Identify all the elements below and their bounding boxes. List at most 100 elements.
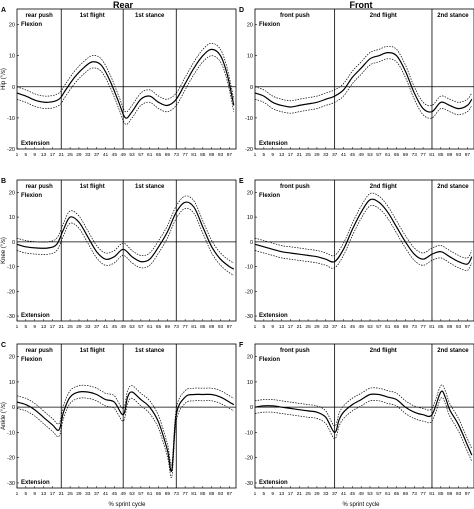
series-mean-line bbox=[254, 390, 473, 456]
x-tick-label: 49 bbox=[121, 491, 127, 497]
x-tick-label: 53 bbox=[367, 491, 373, 497]
y-tick-label: 10 bbox=[9, 380, 15, 386]
x-tick-label: 85 bbox=[200, 491, 206, 497]
plot-frame bbox=[254, 179, 474, 322]
x-tick-label: 37 bbox=[332, 324, 338, 330]
x-tick-label: 29 bbox=[76, 491, 82, 497]
y-tick-label: 0 bbox=[12, 405, 15, 411]
y-tick-label: -10 bbox=[245, 430, 253, 436]
phase-label: rear push bbox=[25, 13, 53, 19]
x-tick-label: 13 bbox=[41, 324, 47, 330]
y-tick-label: 0 bbox=[12, 85, 15, 91]
flexion-label: Flexion bbox=[259, 357, 280, 363]
x-tick-label: 13 bbox=[41, 491, 47, 497]
y-tick-label: 10 bbox=[247, 215, 253, 221]
x-tick-label: 57 bbox=[138, 491, 144, 497]
x-tick-label: 53 bbox=[367, 324, 373, 330]
y-tick-label: -20 bbox=[245, 147, 253, 153]
phase-label: 2nd flight bbox=[370, 13, 397, 19]
x-tick-label: 33 bbox=[323, 324, 329, 330]
x-tick-label: 25 bbox=[67, 491, 73, 497]
y-tick-label: -10 bbox=[7, 265, 15, 271]
plot-frame bbox=[254, 343, 474, 489]
x-tick-label: 81 bbox=[191, 324, 197, 330]
x-tick-label: 1 bbox=[16, 491, 19, 497]
y-tick-label: 0 bbox=[250, 240, 253, 246]
series-lower-bound bbox=[16, 207, 234, 276]
series-upper-bound bbox=[254, 384, 473, 449]
x-tick-label: 25 bbox=[305, 152, 311, 158]
series-mean-line bbox=[16, 390, 235, 473]
x-tick-label: 65 bbox=[394, 491, 400, 497]
series-lower-bound bbox=[254, 397, 473, 462]
x-tick-label: 53 bbox=[129, 152, 135, 158]
x-tick-label: 17 bbox=[50, 152, 56, 158]
x-tick-label: 33 bbox=[85, 491, 91, 497]
x-tick-label: 45 bbox=[350, 152, 356, 158]
x-tick-label: 17 bbox=[288, 324, 294, 330]
x-tick-label: 5 bbox=[25, 324, 28, 330]
x-tick-label: 89 bbox=[447, 491, 453, 497]
y-tick-label: -20 bbox=[7, 456, 15, 462]
y-tick-label: 0 bbox=[250, 85, 253, 91]
x-tick-label: 73 bbox=[412, 491, 418, 497]
panel-letter: F bbox=[239, 342, 244, 349]
x-tick-label: 85 bbox=[438, 152, 444, 158]
x-tick-label: 85 bbox=[438, 491, 444, 497]
x-tick-label: 89 bbox=[447, 152, 453, 158]
y-axis-label: Knee (°/s) bbox=[1, 237, 7, 264]
series-upper-bound bbox=[16, 42, 235, 113]
x-tick-label: 49 bbox=[359, 152, 365, 158]
column-title-rear: Rear bbox=[113, 0, 134, 10]
y-tick-label: -10 bbox=[7, 430, 15, 436]
x-tick-label: 29 bbox=[314, 152, 320, 158]
x-tick-label: 85 bbox=[200, 152, 206, 158]
phase-label: front push bbox=[280, 348, 310, 354]
x-tick-label: 21 bbox=[297, 491, 303, 497]
x-tick-label: 73 bbox=[174, 491, 180, 497]
x-tick-label: 53 bbox=[129, 491, 135, 497]
phase-label: 1st stance bbox=[135, 348, 165, 354]
y-tick-label: -20 bbox=[245, 289, 253, 295]
x-tick-label: 81 bbox=[429, 152, 435, 158]
plot-frame bbox=[16, 343, 237, 489]
y-tick-label: -30 bbox=[245, 481, 253, 487]
x-tick-label: 61 bbox=[385, 491, 391, 497]
x-tick-label: 57 bbox=[138, 152, 144, 158]
x-tick-label: 85 bbox=[200, 324, 206, 330]
series-lower-bound bbox=[16, 397, 234, 479]
panel-letter: A bbox=[1, 7, 6, 14]
panel-b: B Knee (°/s) -30 -20 -10 0 10 20 1 5 9 13 17 21 25 29 33… bbox=[1, 178, 237, 330]
x-tick-label: 37 bbox=[332, 491, 338, 497]
x-tick-label: 69 bbox=[403, 152, 409, 158]
x-tick-label: 57 bbox=[376, 152, 382, 158]
x-axis-label-left: % sprint cycle bbox=[108, 502, 146, 508]
phase-label: rear push bbox=[25, 184, 53, 190]
x-tick-label: 17 bbox=[288, 491, 294, 497]
phase-label: 2nd stance bbox=[437, 13, 469, 19]
x-tick-label: 49 bbox=[359, 324, 365, 330]
x-tick-label: 97 bbox=[465, 152, 471, 158]
x-tick-label: 73 bbox=[174, 324, 180, 330]
x-tick-label: 77 bbox=[420, 324, 426, 330]
y-tick-label: 0 bbox=[250, 405, 253, 411]
extension-label: Extension bbox=[259, 313, 288, 319]
x-tick-label: 61 bbox=[385, 152, 391, 158]
x-tick-label: 97 bbox=[465, 491, 471, 497]
phase-label: 1st flight bbox=[80, 348, 105, 354]
x-tick-label: 41 bbox=[103, 152, 109, 158]
x-tick-label: 81 bbox=[191, 491, 197, 497]
series-upper-bound bbox=[254, 45, 473, 107]
y-axis-label: Ankle (°/s) bbox=[1, 402, 7, 430]
x-tick-label: 21 bbox=[297, 152, 303, 158]
phase-label: 1st stance bbox=[135, 13, 165, 19]
x-tick-label: 33 bbox=[323, 152, 329, 158]
phase-label: 2nd stance bbox=[437, 184, 469, 190]
x-tick-label: 61 bbox=[385, 324, 391, 330]
x-tick-label: 1 bbox=[254, 491, 257, 497]
x-tick-label: 89 bbox=[209, 324, 215, 330]
x-tick-label: 37 bbox=[94, 152, 100, 158]
panel-e: E -30 -20 -10 0 10 20 1 5 9 13 17 21 25 29 33 37 41 45 49 53… bbox=[239, 178, 474, 330]
